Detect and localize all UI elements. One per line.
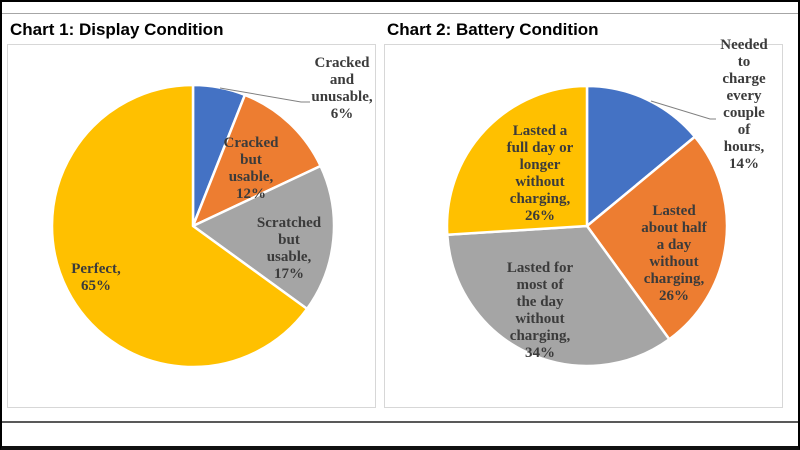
pie-chart-svg — [50, 83, 336, 369]
pie-slice[interactable] — [50, 83, 309, 369]
charts-row: Chart 1: Display Condition Cracked and u… — [2, 14, 798, 408]
pie-slice[interactable] — [446, 224, 671, 368]
pie-slice[interactable] — [445, 84, 589, 237]
chart1-panel: Cracked and unusable, 6% Cracked but usab… — [7, 44, 376, 408]
chart-block-battery-condition: Chart 2: Battery Condition Needed to cha… — [384, 14, 783, 408]
pie-slice[interactable] — [191, 93, 322, 228]
chart-block-display-condition: Chart 1: Display Condition Cracked and u… — [7, 14, 376, 408]
leader-line — [219, 87, 310, 103]
chart2-panel: Needed to charge every couple of hours, … — [384, 37, 783, 408]
leader-line — [650, 100, 716, 120]
chart2-title: Chart 2: Battery Condition — [387, 20, 599, 39]
pie-chart-svg — [445, 84, 729, 368]
pie-slice[interactable] — [585, 84, 697, 228]
chart1-title: Chart 1: Display Condition — [10, 20, 224, 39]
top-band — [2, 2, 798, 14]
pie-slice[interactable] — [191, 164, 336, 311]
bottom-separator-line — [2, 421, 798, 423]
pie-slice[interactable] — [585, 135, 729, 341]
